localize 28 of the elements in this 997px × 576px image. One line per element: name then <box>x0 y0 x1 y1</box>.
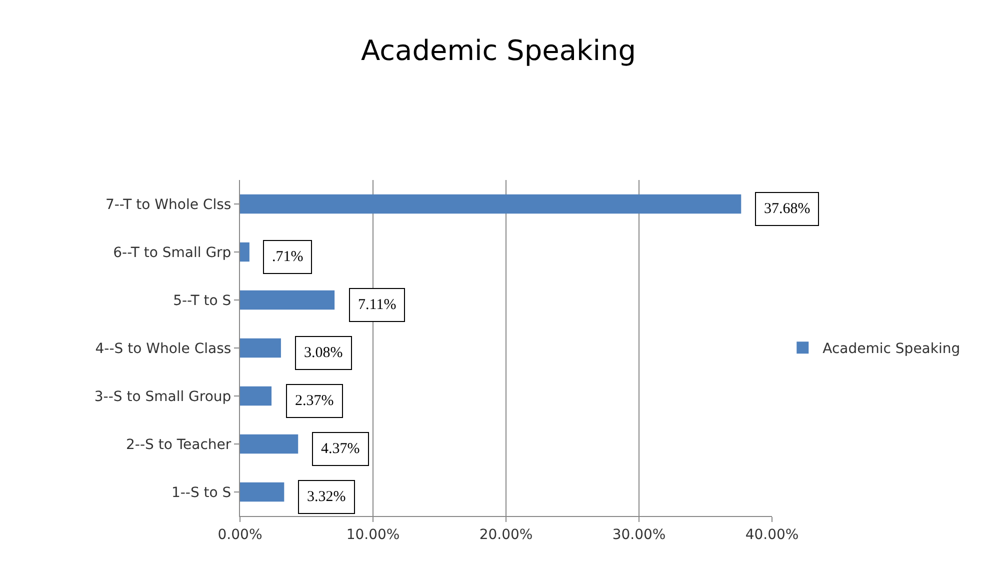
bar <box>240 194 742 214</box>
data-label: 3.08% <box>304 345 343 361</box>
data-label: 7.11% <box>358 297 396 313</box>
data-label: 4.37% <box>321 441 360 457</box>
legend-label: Academic Speaking <box>822 341 960 358</box>
x-tick-label: 0.00% <box>218 526 262 543</box>
y-tick-label: 6--T to Small Grp <box>113 244 232 261</box>
y-tick-label: 1--S to S <box>171 484 232 501</box>
chart-title: Academic Speaking <box>360 34 636 67</box>
bar <box>240 338 281 358</box>
y-tick-label: 4--S to Whole Class <box>95 340 232 357</box>
data-label: 37.68% <box>764 201 810 217</box>
bar <box>240 242 250 262</box>
bar <box>240 386 272 406</box>
bar <box>240 482 284 502</box>
x-tick-label: 30.00% <box>612 526 666 543</box>
x-tick-label: 40.00% <box>745 526 799 543</box>
data-label: 3.32% <box>307 489 346 505</box>
y-tick-label: 2--S to Teacher <box>126 436 232 453</box>
y-tick-label: 5--T to S <box>173 292 232 309</box>
data-label: 2.37% <box>295 393 334 409</box>
bar <box>240 434 298 454</box>
data-label: .71% <box>272 249 304 265</box>
bar <box>240 290 335 310</box>
y-tick-label: 7--T to Whole Clss <box>105 196 232 213</box>
y-tick-label: 3--S to Small Group <box>94 388 232 405</box>
x-tick-label: 10.00% <box>346 526 400 543</box>
x-tick-label: 20.00% <box>479 526 533 543</box>
